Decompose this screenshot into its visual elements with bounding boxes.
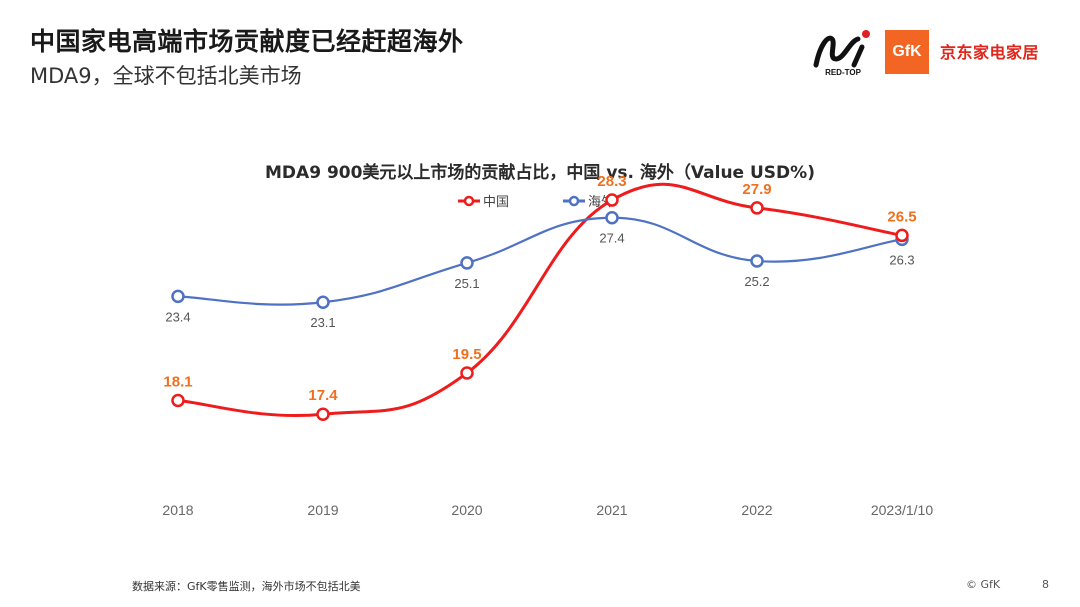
chart-title: MDA9 900美元以上市场的贡献占比，中国 vs. 海外（Value USD%… (265, 163, 815, 183)
data-label: 17.4 (308, 387, 338, 404)
data-point (316, 407, 330, 421)
data-label: 25.1 (454, 276, 479, 291)
legend-label: 中国 (483, 195, 509, 210)
data-point (750, 201, 764, 215)
data-label: 19.5 (452, 346, 481, 363)
page-subtitle: MDA9，全球不包括北美市场 (30, 64, 302, 88)
series-line (177, 182, 903, 418)
page-title: 中国家电高端市场贡献度已经赶超海外 (30, 27, 464, 56)
data-point (460, 366, 474, 380)
redtop-logo: RED-TOP (813, 30, 870, 77)
data-label: 27.9 (742, 181, 771, 198)
page-number: 8 (1042, 578, 1049, 591)
data-point (895, 228, 909, 243)
data-label: 26.3 (889, 252, 914, 267)
data-label: 26.5 (887, 208, 916, 225)
data-point (460, 256, 474, 270)
redtop-logo-text: RED-TOP (825, 68, 862, 77)
data-point (171, 289, 185, 304)
footer-copyright: © GfK (966, 578, 1001, 591)
data-point (750, 254, 764, 268)
gfk-logo-text: GfK (892, 43, 922, 60)
data-point (316, 295, 330, 309)
data-label: 25.2 (744, 274, 769, 289)
legend-marker (463, 195, 475, 207)
data-point (171, 393, 185, 408)
data-label: 27.4 (599, 231, 624, 246)
x-tick-label: 2018 (162, 502, 193, 518)
data-label: 23.4 (165, 309, 190, 324)
series-line (177, 216, 903, 306)
data-label: 18.1 (163, 373, 192, 390)
data-label: 28.3 (597, 173, 626, 190)
x-tick-label: 2021 (596, 502, 627, 518)
x-tick-label: 2022 (741, 502, 772, 518)
data-point (605, 193, 619, 207)
x-tick-label: 2019 (307, 502, 338, 518)
data-point (605, 210, 619, 225)
x-tick-label: 2020 (451, 502, 482, 518)
footer-source: 数据来源：GfK零售监测，海外市场不包括北美 (132, 580, 361, 593)
jd-logo: 京东家电家居 (940, 43, 1040, 62)
gfk-logo: GfK (885, 30, 929, 74)
legend-marker (568, 195, 580, 207)
x-tick-label: 2023/1/10 (871, 502, 933, 518)
data-label: 23.1 (310, 315, 335, 330)
